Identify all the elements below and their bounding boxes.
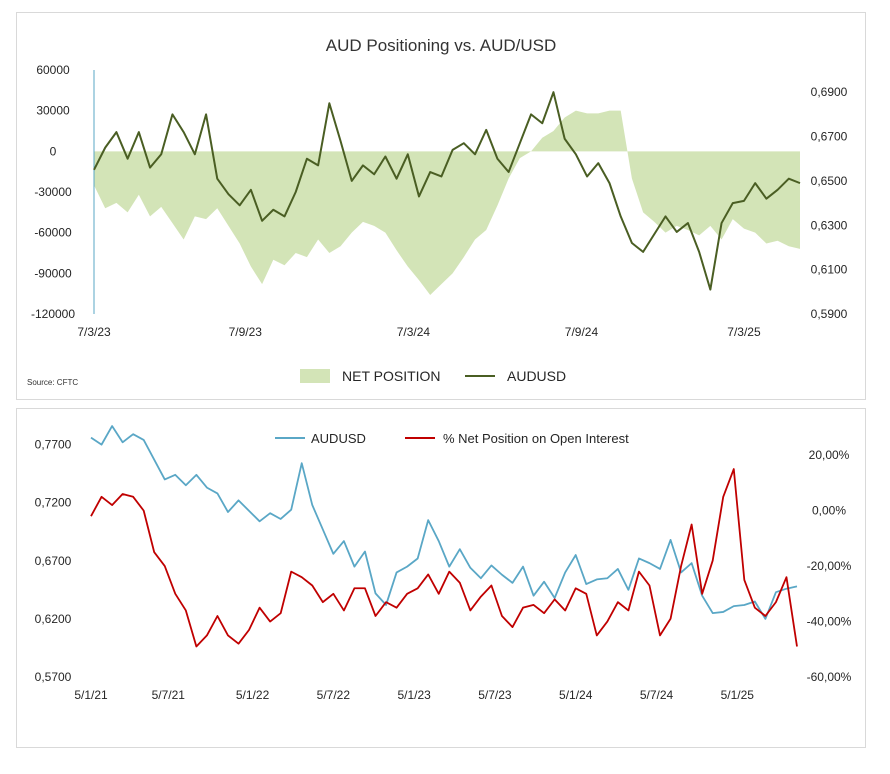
y-left-tick-label: 0 [50,144,57,158]
legend-net-position-label: NET POSITION [342,368,441,384]
y-left-tick-label: 0,6700 [35,554,72,568]
y-left-tick-label: 0,7700 [35,438,72,452]
audusd-line [90,425,798,620]
x-tick-label: 5/1/23 [397,688,431,702]
bottom-chart-panel: AUDUSD % Net Position on Open Interest 0… [16,408,866,748]
y-right-tick-label: 0,6100 [811,263,848,277]
x-tick-label: 5/1/22 [236,688,270,702]
top-chart-panel: AUD Positioning vs. AUD/USD 60000 30000 0 -… [16,12,866,400]
x-tick-label: 5/7/21 [152,688,186,702]
top-plot-area: 60000 30000 0 -30000 -60000 -90000 -120000 0,69… [31,63,848,339]
legend-net-position-swatch [300,369,330,383]
x-tick-label: 5/1/21 [74,688,108,702]
legend-audusd-label: AUDUSD [311,431,366,446]
y-left-tick-label: -90000 [34,266,72,280]
y-right-tick-label: 0,00% [812,504,846,518]
y-right-tick-label: 0,5900 [811,307,848,321]
bottom-plot-area: 0,7700 0,7200 0,6700 0,6200 0,5700 20,00% 0,00… [35,425,852,702]
net-oi-line [90,468,798,648]
y-left-tick-label: 0,5700 [35,670,72,684]
y-right-tick-label: 0,6700 [811,130,848,144]
x-tick-label: 7/3/25 [727,325,761,339]
top-chart-svg: AUD Positioning vs. AUD/USD 60000 30000 0 -… [27,36,848,387]
y-left-tick-label: -120000 [31,307,75,321]
x-tick-label: 5/7/24 [640,688,674,702]
y-left-tick-label: 0,7200 [35,496,72,510]
x-tick-label: 7/3/23 [77,325,111,339]
y-right-tick-label: 0,6300 [811,218,848,232]
legend-net-oi-label: % Net Position on Open Interest [443,431,629,446]
x-tick-label: 7/9/23 [229,325,263,339]
x-tick-label: 5/7/22 [317,688,351,702]
y-left-tick-label: 30000 [36,104,70,118]
x-tick-label: 7/3/24 [397,325,431,339]
bottom-legend: AUDUSD % Net Position on Open Interest [275,431,629,446]
net-position-area [94,110,800,296]
y-left-tick-label: 60000 [36,63,70,77]
y-left-tick-label: -60000 [34,226,72,240]
y-right-tick-label: 0,6900 [811,85,848,99]
bottom-chart-svg: AUDUSD % Net Position on Open Interest 0… [35,425,852,702]
y-right-tick-label: 0,6500 [811,174,848,188]
y-right-tick-label: 20,00% [809,448,850,462]
chart-title: AUD Positioning vs. AUD/USD [326,36,557,55]
y-right-tick-label: -40,00% [807,615,852,629]
x-tick-label: 5/1/25 [721,688,755,702]
y-left-tick-label: -30000 [34,185,72,199]
x-tick-label: 5/1/24 [559,688,593,702]
y-right-tick-label: -60,00% [807,670,852,684]
x-tick-label: 5/7/23 [478,688,512,702]
y-left-tick-label: 0,6200 [35,612,72,626]
top-legend: NET POSITION AUDUSD [300,368,566,384]
source-note: Source: CFTC [27,378,78,387]
legend-audusd-label: AUDUSD [507,368,566,384]
y-right-tick-label: -20,00% [807,559,852,573]
x-tick-label: 7/9/24 [565,325,599,339]
audusd-line [93,91,801,291]
